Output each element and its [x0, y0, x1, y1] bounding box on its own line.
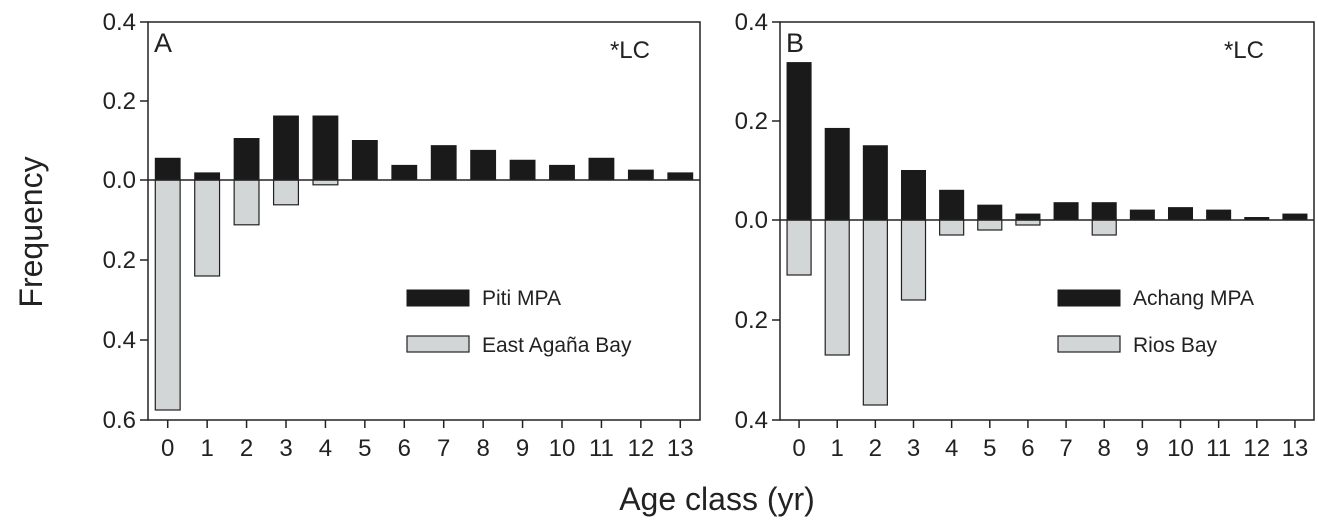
bar-east-agaña-bay [194, 179, 221, 277]
legend-swatch-top [1057, 289, 1121, 307]
bar-piti-mpa [391, 164, 418, 181]
x-tick-label: 8 [1098, 435, 1111, 462]
x-tick-label: 7 [437, 435, 450, 462]
bar-achang-mpa [1129, 209, 1155, 221]
y-tick-label: 0.2 [735, 108, 768, 135]
legend-swatch-bottom [1057, 335, 1121, 353]
plot-frame [779, 21, 1315, 421]
bar-piti-mpa [509, 159, 536, 181]
x-tick-label: 3 [907, 435, 920, 462]
x-tick-label: 6 [398, 435, 411, 462]
y-tick-label: 0.4 [735, 407, 768, 434]
x-tick-label: 10 [1167, 435, 1194, 462]
x-tick-label: 4 [319, 435, 332, 462]
bar-achang-mpa [977, 204, 1003, 221]
legend: Achang MPA Rios Bay [1057, 287, 1254, 357]
panel-a: 0 1 2 3 4 5 6 7 8 9 10 11 12 130.40.20.00.20.40.6A *LC… [103, 9, 701, 462]
bar-achang-mpa [1167, 207, 1194, 221]
bar-rios-bay [977, 219, 1003, 231]
bar-achang-mpa [900, 170, 927, 221]
x-tick-label: 2 [869, 435, 882, 462]
significance-annotation: *LC [1224, 37, 1264, 64]
bar-achang-mpa [1015, 213, 1041, 221]
x-tick-label: 7 [1059, 435, 1072, 462]
bar-piti-mpa [430, 145, 457, 181]
bar-achang-mpa [824, 127, 850, 221]
y-tick-label: 0.2 [103, 88, 136, 115]
bar-achang-mpa [1091, 202, 1117, 221]
bar-piti-mpa [588, 157, 615, 181]
legend-label-bottom: East Agaña Bay [482, 334, 632, 357]
x-axis-title: Age class (yr) [619, 481, 815, 517]
bar-east-agaña-bay [272, 179, 300, 206]
panel-letter: B [786, 28, 804, 58]
bar-piti-mpa [549, 164, 575, 181]
legend-label-top: Piti MPA [482, 287, 561, 310]
y-axis-title: Frequency [13, 156, 49, 307]
bar-piti-mpa [194, 172, 221, 181]
plot-frame [147, 21, 701, 421]
bar-piti-mpa [627, 169, 654, 181]
bar-piti-mpa [273, 115, 299, 181]
bar-piti-mpa [154, 157, 181, 181]
x-tick-label: 9 [516, 435, 529, 462]
y-tick-label: 0.2 [735, 307, 768, 334]
x-tick-label: 1 [200, 435, 213, 462]
y-tick-label: 0.4 [103, 9, 136, 36]
x-tick-label: 13 [667, 435, 694, 462]
y-tick-label: 0.0 [103, 167, 136, 194]
legend-label-bottom: Rios Bay [1133, 334, 1218, 357]
x-tick-label: 5 [983, 435, 996, 462]
x-tick-label: 4 [945, 435, 958, 462]
bar-piti-mpa [312, 115, 339, 181]
x-tick-label: 1 [831, 435, 844, 462]
y-tick-label: 0.6 [103, 407, 136, 434]
bar-rios-bay [862, 219, 888, 406]
bar-east-agaña-bay [233, 179, 260, 226]
bar-piti-mpa [667, 172, 694, 181]
legend-swatch-bottom [406, 335, 470, 353]
bar-rios-bay [786, 219, 812, 276]
x-tick-label: 13 [1282, 435, 1309, 462]
y-tick-label: 0.4 [735, 9, 768, 36]
y-tick-label: 0.0 [735, 207, 768, 234]
x-tick-label: 11 [589, 435, 614, 462]
x-tick-label: 8 [476, 435, 489, 462]
x-tick-label: 12 [1243, 435, 1270, 462]
panel-b: 0 1 2 3 4 5 6 7 8 9 10 11 12 130.40.20.00.20.4B *LCAch… [735, 9, 1315, 462]
bar-achang-mpa [862, 145, 888, 221]
bar-east-agaña-bay [154, 179, 181, 411]
x-tick-label: 11 [1206, 435, 1231, 462]
bar-rios-bay [900, 219, 927, 301]
bar-achang-mpa [1282, 213, 1308, 221]
y-tick-label: 0.4 [103, 327, 136, 354]
bar-piti-mpa [233, 138, 260, 181]
legend-label-top: Achang MPA [1133, 287, 1254, 310]
x-tick-label: 10 [549, 435, 576, 462]
significance-annotation: *LC [610, 37, 650, 64]
x-tick-label: 0 [161, 435, 174, 462]
bar-piti-mpa [351, 140, 378, 181]
bar-achang-mpa [786, 62, 812, 221]
y-tick-label: 0.2 [103, 247, 136, 274]
bar-rios-bay [939, 219, 965, 236]
bar-piti-mpa [470, 149, 497, 181]
x-tick-label: 2 [240, 435, 253, 462]
bar-rios-bay [1091, 219, 1117, 236]
panel-letter: A [154, 28, 172, 58]
bar-achang-mpa [1053, 202, 1079, 221]
bar-rios-bay [824, 219, 850, 356]
x-tick-label: 0 [792, 435, 805, 462]
legend: Piti MPA East Agaña Bay [406, 287, 632, 357]
x-tick-label: 9 [1136, 435, 1149, 462]
legend-swatch-top [406, 289, 470, 307]
x-tick-label: 6 [1021, 435, 1034, 462]
x-tick-label: 5 [358, 435, 371, 462]
bar-achang-mpa [1206, 209, 1232, 221]
bar-achang-mpa [939, 189, 965, 221]
x-tick-label: 12 [628, 435, 655, 462]
x-tick-label: 3 [279, 435, 292, 462]
